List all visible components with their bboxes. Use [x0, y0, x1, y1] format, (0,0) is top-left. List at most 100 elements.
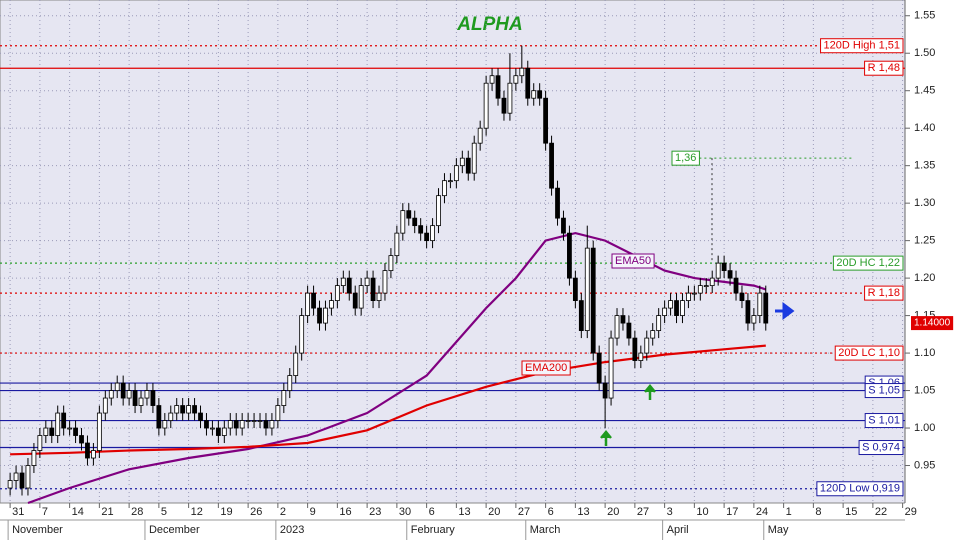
candle-body — [430, 225, 435, 242]
candle-body — [174, 405, 180, 414]
month-label: 2023 — [280, 524, 304, 536]
candle-body — [465, 157, 471, 174]
y-tick-label: 1.00 — [914, 422, 935, 434]
candle-body — [287, 375, 293, 391]
y-tick-label: 1.40 — [914, 122, 935, 134]
candle-body — [55, 412, 61, 436]
y-tick-label: 0.95 — [914, 459, 935, 471]
candle-body — [668, 300, 673, 309]
candle-body — [763, 292, 769, 324]
candle-body — [400, 210, 406, 234]
candle-body — [85, 442, 90, 459]
y-tick-label: 1.50 — [914, 47, 935, 59]
y-tick-label: 1.25 — [914, 235, 935, 247]
candle-body — [680, 300, 685, 316]
candle-body — [299, 315, 305, 354]
x-tick-label: 20 — [488, 506, 500, 518]
candle-body — [406, 210, 412, 219]
candle-body — [150, 390, 156, 406]
buy-arrow — [600, 430, 612, 446]
candle-body — [96, 412, 102, 451]
x-tick-label: 22 — [875, 506, 887, 518]
candle-body — [471, 142, 477, 174]
candle-body — [67, 427, 73, 430]
candle-body — [210, 427, 215, 430]
candle-body — [691, 292, 697, 295]
candle-body — [543, 97, 549, 144]
candle-body — [144, 390, 150, 399]
candle-body — [424, 232, 430, 242]
level-label: S 0,974 — [862, 441, 900, 453]
candle-body — [674, 300, 679, 316]
candle-body — [614, 315, 620, 339]
x-tick-label: 15 — [845, 506, 857, 518]
candle-body — [388, 255, 394, 272]
candle-body — [334, 285, 340, 302]
candle-body — [180, 405, 186, 414]
candle-body — [608, 337, 614, 399]
candle-body — [293, 352, 299, 376]
candle-body — [25, 465, 31, 489]
y-tick-label: 1.20 — [914, 272, 935, 284]
y-tick-label: 1.05 — [914, 384, 935, 396]
level-label-box — [858, 440, 904, 456]
x-tick-label: 23 — [369, 506, 381, 518]
level-label: 120D High 1,51 — [824, 40, 900, 52]
x-tick-label: 29 — [905, 506, 917, 518]
candle-body — [686, 292, 691, 302]
candle-body — [590, 247, 596, 354]
candle-body — [73, 427, 78, 436]
candle-body — [394, 232, 400, 257]
candle-body — [453, 165, 459, 182]
level-label-box — [864, 413, 904, 429]
y-tick-label: 1.55 — [914, 10, 935, 22]
candle-body — [317, 307, 322, 324]
candle-body — [168, 412, 174, 421]
candle-body — [703, 285, 709, 288]
month-label: December — [149, 524, 200, 536]
candle-body — [442, 180, 447, 197]
candle-body — [221, 427, 227, 436]
candle-body — [596, 352, 602, 384]
candle-body — [61, 412, 67, 429]
x-tick-label: 8 — [815, 506, 821, 518]
x-tick-label: 6 — [429, 506, 435, 518]
target-label-box — [671, 150, 700, 166]
candle-body — [251, 420, 257, 422]
level-label-box — [834, 345, 904, 361]
candle-body — [656, 315, 662, 331]
level-label-box — [864, 285, 904, 301]
x-tick-label: 31 — [12, 506, 24, 518]
candle-body — [358, 285, 364, 309]
last-price-box — [911, 316, 954, 331]
candle-body — [727, 270, 733, 279]
overlay — [600, 302, 795, 446]
candle-body — [513, 75, 519, 84]
candle-body — [7, 480, 13, 489]
candle-body — [329, 300, 334, 309]
chart-title: ALPHA — [456, 14, 522, 35]
y-tick-label: 1.45 — [914, 85, 935, 97]
x-tick-label: 12 — [191, 506, 203, 518]
candle-body — [263, 420, 269, 429]
series-label-box — [521, 360, 571, 376]
candle-body — [192, 405, 197, 414]
x-tick-label: 27 — [518, 506, 530, 518]
x-tick-label: 3 — [667, 506, 673, 518]
candle-body — [198, 412, 203, 421]
candle-body — [156, 405, 162, 429]
candle-body — [567, 232, 572, 279]
series-label-box — [611, 253, 655, 269]
x-tick-label: 20 — [607, 506, 619, 518]
candle-body — [418, 225, 424, 234]
month-label: March — [530, 524, 561, 536]
candle-body — [507, 82, 513, 114]
candle-body — [162, 420, 168, 429]
candle-body — [644, 337, 650, 354]
x-tick-label: 14 — [72, 506, 84, 518]
candle-body — [578, 300, 584, 331]
candle-body — [352, 292, 358, 309]
candle-body — [204, 420, 209, 429]
level-label: R 1,48 — [868, 62, 900, 74]
y-axis-area — [905, 0, 959, 540]
